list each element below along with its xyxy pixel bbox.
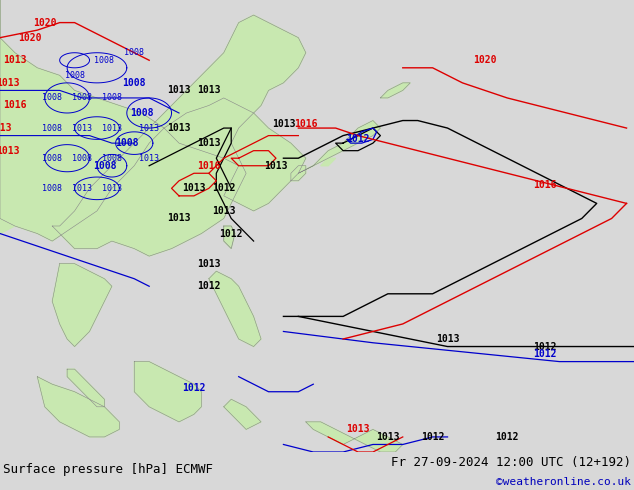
Text: 1013: 1013 [272,119,295,129]
Text: 1016: 1016 [197,161,221,171]
Text: Surface pressure [hPa] ECMWF: Surface pressure [hPa] ECMWF [3,463,213,476]
Text: 1013: 1013 [264,161,288,171]
Text: 1020: 1020 [473,55,496,65]
Text: 1012: 1012 [533,342,556,351]
Polygon shape [134,362,202,422]
Polygon shape [37,377,119,437]
Text: 1013: 1013 [102,184,122,193]
Polygon shape [52,264,112,346]
Text: 1020: 1020 [18,33,42,43]
Text: 1012: 1012 [212,183,235,194]
Text: 1008: 1008 [130,108,153,118]
Text: 1013: 1013 [376,432,399,442]
Text: 1013: 1013 [167,123,191,133]
Text: Fr 27-09-2024 12:00 UTC (12+192): Fr 27-09-2024 12:00 UTC (12+192) [391,456,631,469]
Text: 1013: 1013 [3,55,27,65]
Text: 1016: 1016 [3,100,27,110]
Text: 1013: 1013 [0,78,19,88]
Text: 1008: 1008 [65,71,84,80]
Text: 1008: 1008 [102,154,122,163]
Text: 1013: 1013 [212,206,235,216]
Text: 1013: 1013 [102,123,122,133]
Text: 1012: 1012 [495,432,519,442]
Polygon shape [67,369,105,407]
Text: ©weatheronline.co.uk: ©weatheronline.co.uk [496,477,631,487]
Text: 1012: 1012 [533,349,556,359]
Text: 1012: 1012 [182,383,205,393]
Text: 1008: 1008 [122,78,146,88]
Text: 1008: 1008 [72,154,92,163]
Text: 1020: 1020 [33,18,56,27]
Text: 1008: 1008 [93,161,116,171]
Polygon shape [306,422,403,452]
Text: 1013: 1013 [167,85,191,96]
Text: 1013: 1013 [0,146,19,156]
Text: 1008: 1008 [102,94,122,102]
Text: 1013: 1013 [197,259,221,269]
Polygon shape [380,83,410,98]
Polygon shape [0,0,306,241]
Text: 1013: 1013 [139,154,159,163]
Text: 1013: 1013 [0,123,12,133]
Text: 1013: 1013 [72,184,92,193]
Text: 1008: 1008 [42,154,62,163]
Text: 1008: 1008 [124,48,145,57]
Text: 1008: 1008 [115,138,139,148]
Polygon shape [209,271,261,346]
Text: 1013: 1013 [167,214,191,223]
Text: 1013: 1013 [197,138,221,148]
Text: 1008: 1008 [94,56,114,65]
Polygon shape [119,460,186,475]
Text: 1008: 1008 [42,184,62,193]
Polygon shape [224,399,261,429]
Polygon shape [52,15,306,256]
Text: 1013: 1013 [182,183,205,194]
Text: 1013: 1013 [139,123,159,133]
Polygon shape [224,226,235,248]
Text: 1013: 1013 [72,123,92,133]
Polygon shape [291,166,306,181]
Text: 1013: 1013 [197,85,221,96]
Text: 1008: 1008 [42,123,62,133]
Text: 1013: 1013 [436,334,459,344]
Polygon shape [0,188,112,248]
Text: 1008: 1008 [72,94,92,102]
Text: 1012: 1012 [219,228,243,239]
Text: 1016: 1016 [533,179,556,190]
Text: 1012: 1012 [421,432,444,442]
Text: 1012: 1012 [197,281,221,291]
Polygon shape [321,158,335,166]
Text: 1016: 1016 [294,119,318,129]
Text: 1008: 1008 [42,94,62,102]
Text: 1013: 1013 [346,424,370,435]
Text: 1012: 1012 [346,134,370,145]
Polygon shape [299,121,380,173]
